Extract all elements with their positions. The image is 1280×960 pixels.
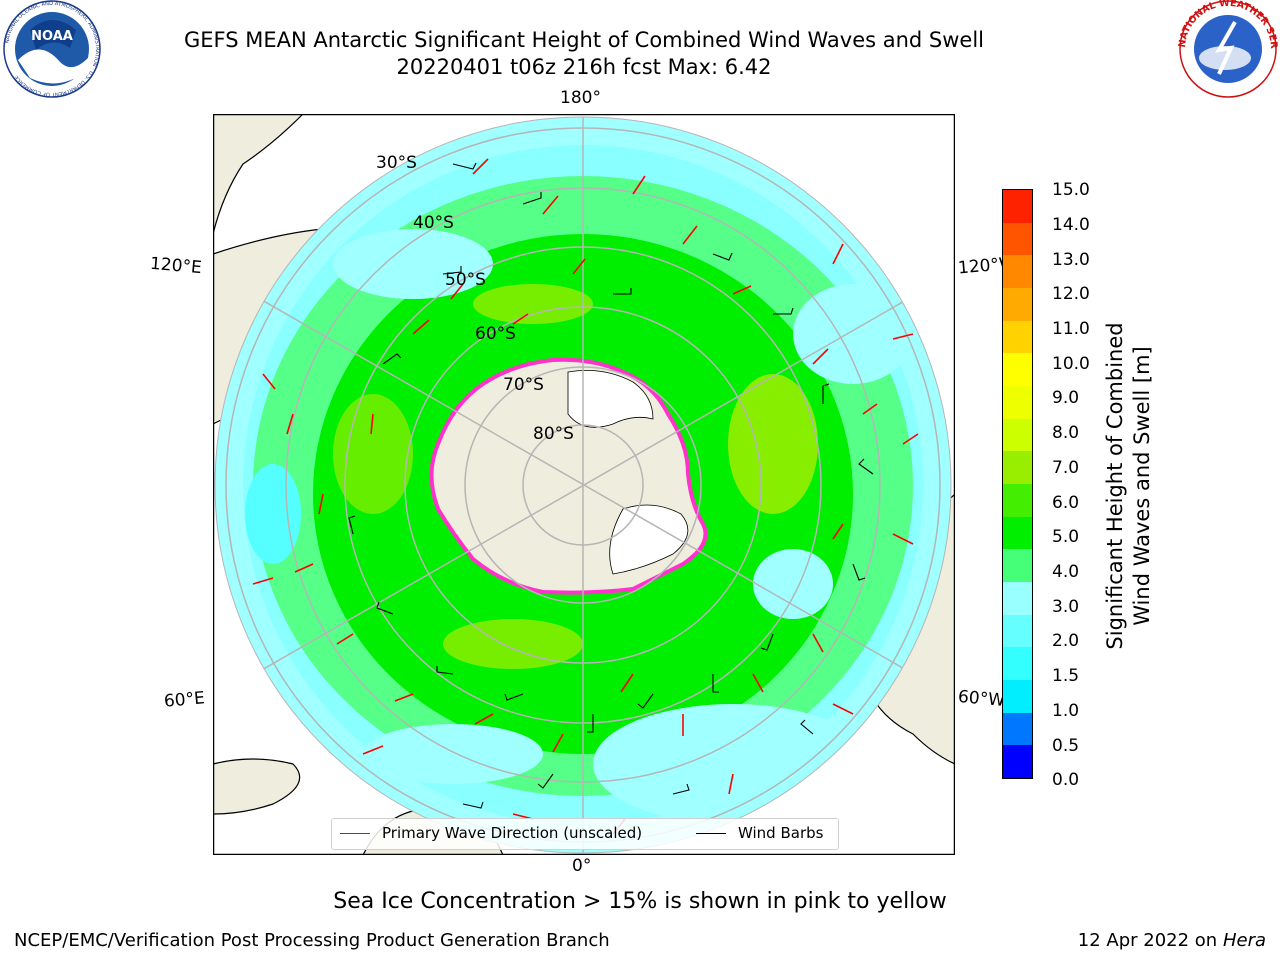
colorbar-tick: 1.0 (1052, 701, 1080, 721)
lat-label-50s: 50°S (445, 270, 486, 290)
colorbar-tick: 5.0 (1052, 527, 1080, 547)
colorbar-swatch (1003, 255, 1032, 288)
lat-label-80s: 80°S (533, 424, 574, 444)
wind-wave-vectors (252, 158, 919, 835)
colorbar-tick: 14.0 (1052, 215, 1090, 235)
colorbar-tick: 3.0 (1052, 597, 1080, 617)
colorbar-swatch (1003, 451, 1032, 484)
colorbar-swatch (1003, 712, 1032, 746)
colorbar-title: Significant Height of Combined Wind Wave… (1102, 322, 1156, 649)
legend-wind-barbs: Wind Barbs (738, 824, 824, 842)
colorbar (1002, 189, 1033, 779)
wave-height-field (215, 117, 951, 853)
footer-host: Hera (1222, 930, 1266, 951)
antarctic-map (213, 114, 955, 855)
colorbar-tick: 0.5 (1052, 736, 1080, 756)
footer-date: 12 Apr 2022 on Hera (1078, 930, 1266, 951)
wave-direction-swatch (340, 833, 370, 834)
lon-label-60e: 60°E (163, 688, 206, 712)
colorbar-swatch (1003, 418, 1032, 452)
colorbar-swatch (1003, 353, 1032, 386)
colorbar-tick: 13.0 (1052, 250, 1090, 270)
map-subtitle: 20220401 t06z 216h fcst Max: 6.42 (396, 55, 772, 79)
lon-label-0: 0° (572, 856, 592, 876)
footer-date-text: 12 Apr 2022 on (1077, 930, 1218, 951)
lon-label-60w: 60°W (957, 686, 1006, 712)
colorbar-swatch (1003, 581, 1032, 615)
noaa-logo-text: NOAA (31, 29, 73, 44)
colorbar-swatch (1003, 287, 1032, 321)
colorbar-title-line1: Significant Height of Combined (1103, 322, 1127, 650)
map-legend: Primary Wave Direction (unscaled) Wind B… (331, 818, 839, 850)
colorbar-tick: 12.0 (1052, 284, 1090, 304)
noaa-logo: NOAA NATIONAL OCEANIC AND ATMOSPHERIC AD… (3, 0, 101, 98)
colorbar-title-line2: Wind Waves and Swell [m] (1130, 346, 1154, 626)
wind-barb-swatch (696, 833, 726, 834)
lon-label-180: 180° (560, 88, 601, 108)
lon-label-120e: 120°E (149, 253, 203, 279)
colorbar-tick: 7.0 (1052, 458, 1080, 478)
colorbar-swatch (1003, 516, 1032, 550)
nws-logo: NATIONAL WEATHER SERVICE (1175, 0, 1279, 98)
map-title: GEFS MEAN Antarctic Significant Height o… (183, 28, 985, 52)
colorbar-tick: 6.0 (1052, 493, 1080, 513)
colorbar-tick: 8.0 (1052, 423, 1080, 443)
colorbar-tick: 10.0 (1052, 354, 1090, 374)
colorbar-tick: 9.0 (1052, 388, 1080, 408)
legend-wave-direction: Primary Wave Direction (unscaled) (382, 824, 643, 842)
colorbar-swatch (1003, 549, 1032, 582)
lat-label-60s: 60°S (475, 324, 516, 344)
colorbar-swatch (1003, 679, 1032, 713)
lat-label-40s: 40°S (413, 213, 454, 233)
graticule (215, 117, 951, 853)
colorbar-swatch (1003, 614, 1032, 648)
colorbar-tick: 0.0 (1052, 770, 1080, 790)
footer-credit: NCEP/EMC/Verification Post Processing Pr… (14, 930, 610, 951)
colorbar-swatch (1003, 745, 1032, 778)
colorbar-swatch (1003, 385, 1032, 419)
colorbar-swatch (1003, 483, 1032, 517)
colorbar-swatch (1003, 647, 1032, 680)
colorbar-tick: 15.0 (1052, 180, 1090, 200)
colorbar-tick: 1.5 (1052, 666, 1080, 686)
colorbar-swatch (1003, 320, 1032, 354)
colorbar-tick: 11.0 (1052, 319, 1090, 339)
lat-label-70s: 70°S (503, 375, 544, 395)
colorbar-tick: 4.0 (1052, 562, 1080, 582)
lat-label-30s: 30°S (376, 153, 417, 173)
colorbar-tick: 2.0 (1052, 631, 1080, 651)
colorbar-swatch (1003, 222, 1032, 256)
sea-ice-caption: Sea Ice Concentration > 15% is shown in … (333, 889, 947, 914)
colorbar-swatch (1003, 189, 1032, 223)
